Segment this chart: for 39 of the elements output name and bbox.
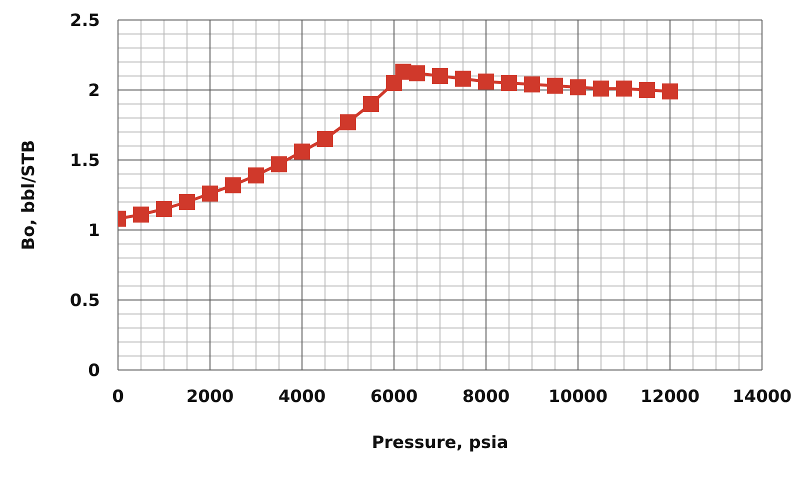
point: [179, 194, 195, 210]
y-tick-label: 0: [88, 361, 100, 382]
point: [547, 78, 563, 94]
x-tick-label: 2000: [186, 387, 234, 408]
point: [478, 74, 494, 90]
point: [225, 177, 241, 194]
point: [616, 80, 632, 97]
x-tick-label: 14000: [732, 387, 792, 408]
y-axis-title: Bo, bbl/STB: [19, 140, 40, 250]
point: [455, 70, 471, 87]
point: [363, 96, 379, 112]
point: [639, 82, 655, 98]
point: [156, 201, 172, 217]
point: [340, 114, 356, 130]
x-tick-label: 10000: [548, 387, 608, 408]
x-tick-label: 4000: [278, 387, 326, 408]
y-tick-label: 2.5: [70, 11, 100, 32]
x-tick-label: 8000: [462, 387, 510, 408]
x-tick-label: 12000: [640, 387, 700, 408]
x-axis-title: Pressure, psia: [372, 433, 508, 453]
point: [317, 131, 333, 147]
y-tick-label: 2: [88, 81, 100, 102]
point: [409, 65, 425, 82]
point: [294, 144, 310, 160]
x-tick-label: 6000: [370, 387, 418, 408]
point: [570, 79, 586, 96]
y-tick-label: 0.5: [70, 291, 100, 312]
point: [524, 76, 540, 92]
point: [248, 167, 264, 184]
point: [593, 80, 609, 97]
y-tick-label: 1: [88, 221, 100, 242]
point: [271, 156, 287, 172]
x-tick-label: 0: [112, 387, 124, 408]
point: [432, 68, 448, 84]
point: [133, 206, 149, 223]
point: [202, 186, 218, 202]
y-tick-label: 1.5: [70, 151, 100, 172]
point: [501, 75, 517, 91]
point: [662, 83, 678, 100]
